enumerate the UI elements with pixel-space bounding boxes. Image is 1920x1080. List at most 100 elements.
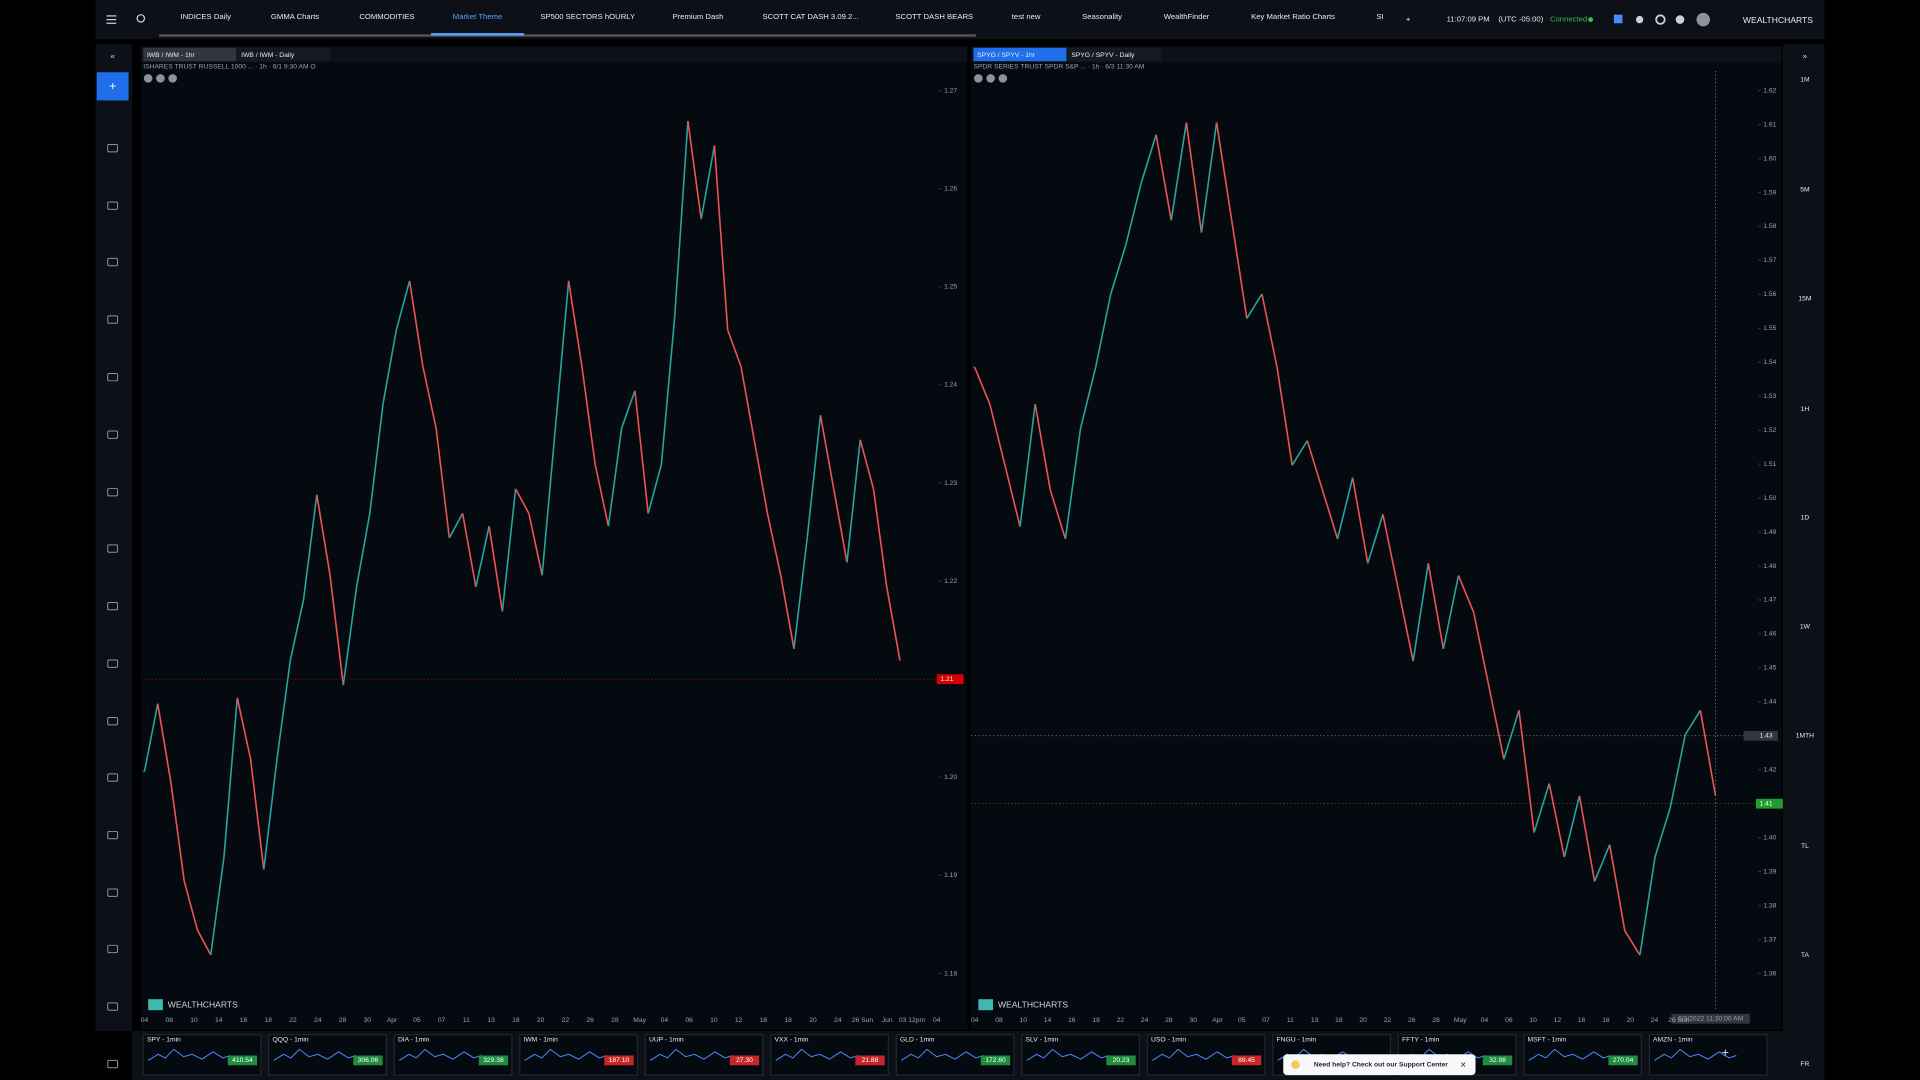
workspace-tab[interactable]: Seasonality bbox=[1082, 12, 1122, 21]
last-price-tag bbox=[936, 674, 964, 685]
y-tick-label: 1.39 bbox=[1763, 868, 1776, 875]
price-segment bbox=[422, 366, 437, 429]
timeframe[interactable]: 1M bbox=[1800, 76, 1810, 83]
x-tick-label: 07 bbox=[438, 1017, 446, 1024]
ticker-card[interactable] bbox=[393, 1034, 513, 1076]
legend-button[interactable] bbox=[974, 74, 983, 83]
x-tick-label: 16 bbox=[240, 1017, 248, 1024]
timeframe[interactable]: 1D bbox=[1801, 515, 1810, 522]
bell-icon[interactable] bbox=[1635, 15, 1644, 24]
tool-icon[interactable] bbox=[107, 888, 119, 897]
workspace-tab[interactable]: WealthFinder bbox=[1164, 12, 1210, 21]
ticker-card[interactable] bbox=[1648, 1034, 1768, 1076]
tool-icon[interactable] bbox=[107, 830, 119, 840]
chart-tab[interactable]: IWB / IWM - Daily bbox=[241, 52, 295, 59]
legend-button[interactable] bbox=[168, 74, 177, 83]
ticker-card[interactable] bbox=[1021, 1034, 1140, 1076]
workspace-tab[interactable]: GMMA Charts bbox=[271, 12, 320, 21]
collapse-left[interactable]: « bbox=[111, 51, 115, 60]
tool-icon[interactable] bbox=[107, 717, 119, 726]
search-icon[interactable] bbox=[136, 14, 146, 23]
workspace-tab[interactable]: Premium Dash bbox=[672, 12, 723, 21]
workspace-tab[interactable]: Market Theme bbox=[453, 12, 503, 21]
help-icon[interactable] bbox=[1675, 15, 1685, 24]
timeframe[interactable]: 5M bbox=[1800, 187, 1810, 194]
menu-icon[interactable] bbox=[106, 15, 117, 24]
tab-scrollbar bbox=[159, 34, 976, 37]
timeframe[interactable]: FR bbox=[1800, 1061, 1809, 1068]
collapse-right[interactable]: » bbox=[1803, 51, 1807, 60]
tool-icon[interactable] bbox=[107, 773, 119, 782]
tool-icon[interactable] bbox=[107, 372, 119, 382]
legend-button[interactable] bbox=[986, 74, 995, 83]
support-text: Need help? Check out our Support Center bbox=[1314, 1061, 1448, 1068]
ticker-card[interactable] bbox=[268, 1034, 387, 1076]
add-tab[interactable]: + bbox=[1406, 15, 1411, 24]
y-tick-label: 1.59 bbox=[1763, 189, 1776, 196]
ticker-sparkline bbox=[649, 1048, 733, 1061]
ticker-card[interactable] bbox=[895, 1034, 1015, 1076]
timeframe[interactable]: 1MTH bbox=[1796, 733, 1814, 740]
settings-icon[interactable] bbox=[1655, 14, 1666, 25]
tool-icon[interactable] bbox=[107, 488, 119, 497]
tool-icon[interactable] bbox=[107, 144, 119, 153]
support-close[interactable]: × bbox=[1460, 1060, 1466, 1071]
chart-tab[interactable]: SPYG / SPYV - 1hr bbox=[977, 52, 1036, 59]
last-price-label: 1.41 bbox=[1760, 800, 1773, 807]
price-segment bbox=[1578, 795, 1596, 882]
ticker-card[interactable] bbox=[1523, 1034, 1643, 1076]
tool-icon[interactable] bbox=[107, 1059, 119, 1069]
price-segment bbox=[973, 367, 991, 405]
tool-icon[interactable] bbox=[107, 544, 119, 553]
chart-tab[interactable]: SPYG / SPYV - Daily bbox=[1071, 52, 1135, 59]
timeframe[interactable]: 15M bbox=[1798, 296, 1811, 303]
timeframe[interactable]: 1H bbox=[1801, 406, 1810, 413]
support-popup[interactable] bbox=[1283, 1054, 1476, 1076]
tool-icon[interactable] bbox=[107, 430, 119, 439]
tool-icon[interactable] bbox=[107, 601, 119, 611]
y-tick-label: 1.53 bbox=[1763, 393, 1776, 400]
ticker-card[interactable] bbox=[519, 1034, 638, 1076]
tool-icon[interactable] bbox=[107, 659, 119, 668]
avatar[interactable] bbox=[1696, 12, 1710, 27]
add-button[interactable] bbox=[96, 72, 129, 101]
legend-button[interactable] bbox=[998, 74, 1008, 83]
price-segment bbox=[607, 427, 623, 527]
workspace-tab[interactable]: SP500 SECTORS hOURLY bbox=[540, 12, 635, 21]
timeframe[interactable]: 1W bbox=[1800, 624, 1811, 631]
price-segment bbox=[541, 427, 557, 576]
price-segment bbox=[262, 758, 278, 870]
chart-tab-bg[interactable] bbox=[1067, 47, 1161, 62]
save-icon[interactable] bbox=[1613, 14, 1623, 24]
workspace-tab[interactable]: SI bbox=[1376, 12, 1383, 21]
chart-tab-bg[interactable] bbox=[143, 47, 237, 62]
workspace-tab[interactable]: SCOTT CAT DASH 3.09.2... bbox=[762, 12, 858, 21]
chart-tab-bg[interactable] bbox=[973, 47, 1067, 62]
chart-tab[interactable]: IWB / IWM - 1hr bbox=[147, 52, 196, 59]
chart-tab-bg[interactable] bbox=[237, 47, 331, 62]
tool-icon[interactable] bbox=[107, 315, 119, 324]
price-segment bbox=[1654, 807, 1671, 858]
watermark: WEALTHCHARTS bbox=[998, 1000, 1068, 1010]
timeframe[interactable]: TL bbox=[1801, 843, 1809, 850]
timeframe[interactable]: TA bbox=[1801, 952, 1810, 959]
legend-button[interactable] bbox=[156, 74, 165, 83]
ticker-card[interactable] bbox=[1146, 1034, 1266, 1076]
ticker-card[interactable] bbox=[770, 1034, 889, 1076]
ticker-card[interactable] bbox=[142, 1034, 262, 1076]
y-tick-label: 1.22 bbox=[944, 578, 957, 585]
ticker-price-tag bbox=[855, 1055, 885, 1066]
tool-icon[interactable] bbox=[107, 944, 119, 954]
ticker-card[interactable] bbox=[644, 1034, 764, 1076]
tool-icon[interactable] bbox=[107, 201, 119, 210]
tool-icon[interactable] bbox=[107, 1002, 119, 1011]
workspace-tab[interactable]: COMMODITIES bbox=[359, 12, 414, 21]
legend-button[interactable] bbox=[143, 74, 153, 83]
add-ticker[interactable]: + bbox=[1722, 1045, 1729, 1059]
workspace-tab[interactable]: INDICES Daily bbox=[180, 12, 231, 21]
workspace-tab[interactable]: Key Market Ratio Charts bbox=[1251, 12, 1335, 21]
workspace-tab[interactable]: test new bbox=[1012, 12, 1041, 21]
x-tick-label: 24 bbox=[314, 1017, 322, 1024]
workspace-tab[interactable]: SCOTT DASH BEARS bbox=[895, 12, 973, 21]
tool-icon[interactable] bbox=[107, 257, 119, 267]
